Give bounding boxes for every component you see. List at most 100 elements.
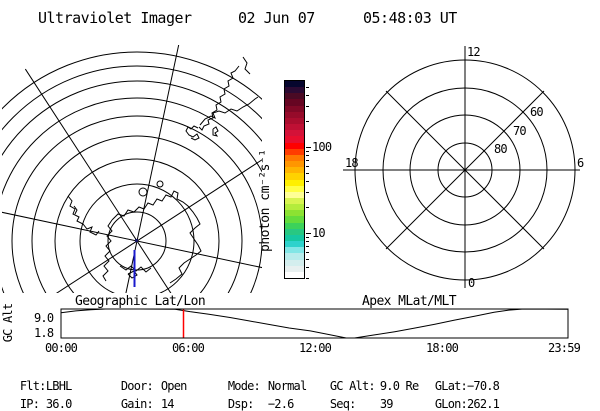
colorbar-band <box>285 124 304 131</box>
header-date: 02 Jun 07 <box>238 9 315 27</box>
geographic-polar-plot <box>2 45 262 293</box>
colorbar-minor-tick <box>306 165 309 167</box>
colorbar-minor-tick <box>306 258 309 260</box>
colorbar-band <box>285 136 304 143</box>
status-gcalt: GC Alt: 9.0 Re <box>329 379 419 393</box>
mlt-label-0: 0 <box>468 276 475 290</box>
colorbar-band <box>285 81 304 88</box>
colorbar-minor-tick <box>306 206 309 208</box>
south-america-coastline <box>185 56 259 141</box>
colorbar-minor-tick <box>306 86 309 88</box>
colorbar-band <box>285 142 304 149</box>
colorbar-minor-tick <box>306 236 309 238</box>
mlt-label-6: 6 <box>577 156 584 170</box>
colorbar-band <box>285 271 304 278</box>
status-door: Door: Open <box>120 379 187 393</box>
page-title: Ultraviolet Imager <box>38 9 192 27</box>
status-dsp: Dsp: −2.6 <box>227 397 294 411</box>
antarctica-coastline <box>102 180 202 284</box>
colorbar-band <box>285 247 304 254</box>
colorbar-minor-tick <box>306 105 309 107</box>
colorbar-minor-tick <box>306 150 309 152</box>
longitude-spokes <box>2 45 262 293</box>
colorbar-minor-tick <box>306 181 309 183</box>
status-glat: GLat:−70.8 <box>434 379 500 393</box>
geographic-caption: Geographic Lat/Lon <box>75 294 206 309</box>
colorbar-band <box>285 204 304 211</box>
header-time: 05:48:03 UT <box>363 9 457 27</box>
colorbar-band <box>285 117 304 125</box>
colorbar-band <box>285 210 304 217</box>
colorbar-band <box>285 228 304 235</box>
mlt-hour-labels: 12 18 6 0 <box>345 45 585 290</box>
colorbar-band <box>285 87 304 94</box>
xtick-0000: 00:00 <box>44 341 78 355</box>
status-mode: Mode: Normal <box>227 379 307 393</box>
colorbar-band <box>285 265 304 272</box>
pole-center-dot <box>135 239 138 242</box>
colorbar-band <box>285 222 304 229</box>
apex-caption: Apex MLat/MLT <box>362 294 457 309</box>
mlat-label-70: 70 <box>513 124 526 138</box>
gcalt-ytick-1: 1.8 <box>34 326 54 340</box>
mlt-label-12: 12 <box>467 45 480 59</box>
gcalt-ytick-9: 9.0 <box>34 311 54 325</box>
colorbar-minor-tick <box>306 172 309 174</box>
status-ip: IP: 36.0 <box>19 397 72 411</box>
status-flt: Flt:LBHL <box>19 379 72 393</box>
colorbar-band <box>285 93 304 100</box>
colorbar-minor-tick <box>306 251 309 253</box>
xtick-1800: 18:00 <box>425 341 459 355</box>
gcalt-strip-chart <box>60 308 569 339</box>
colorbar-minor-tick <box>306 95 309 97</box>
gcalt-curve <box>60 308 569 339</box>
colorbar-band <box>285 167 304 174</box>
colorbar <box>284 80 305 279</box>
colorbar-minor-tick <box>306 267 309 268</box>
colorbar-band <box>285 234 304 242</box>
status-seq: Seq: 39 <box>329 397 394 411</box>
xtick-1200: 12:00 <box>298 341 332 355</box>
colorbar-band <box>285 99 304 106</box>
antarctic-peninsula-coastline <box>67 195 100 236</box>
mlat-label-80: 80 <box>494 142 507 156</box>
colorbar-band <box>285 216 304 223</box>
colorbar-band <box>285 105 304 112</box>
colorbar-minor-tick <box>306 241 309 243</box>
colorbar-minor-tick <box>306 160 309 162</box>
status-glon: GLon:262.1 <box>434 397 500 411</box>
colorbar-band <box>285 179 304 186</box>
colorbar-band <box>285 241 304 248</box>
colorbar-minor-tick <box>306 155 309 157</box>
apex-polar-plot: 12 18 6 0 60 70 80 <box>343 45 585 290</box>
latitude-circles <box>2 51 262 293</box>
colorbar-minor-tick <box>306 277 309 279</box>
colorbar-major-tick <box>306 232 311 234</box>
colorbar-minor-tick <box>306 191 309 193</box>
mlat-label-60: 60 <box>530 105 543 119</box>
colorbar-band <box>285 111 304 118</box>
mlt-label-18: 18 <box>345 156 358 170</box>
colorbar-band <box>285 173 304 180</box>
colorbar-band <box>285 191 304 198</box>
colorbar-band <box>285 253 304 260</box>
status-gain: Gain: 14 <box>120 397 175 411</box>
colorbar-band <box>285 130 304 137</box>
colorbar-band <box>285 259 304 266</box>
xtick-0600: 06:00 <box>171 341 205 355</box>
colorbar-band <box>285 197 304 205</box>
colorbar-tick-label: 10 <box>312 225 326 240</box>
gcalt-plot-frame <box>60 308 569 339</box>
colorbar-band <box>285 161 304 168</box>
colorbar-band <box>285 148 304 155</box>
colorbar-band <box>285 154 304 162</box>
xtick-2359: 23:59 <box>547 341 581 355</box>
colorbar-major-tick <box>306 146 311 148</box>
mlt-spokes <box>343 46 580 288</box>
colorbar-minor-tick <box>306 246 309 248</box>
colorbar-unit-label: photon cm⁻²s⁻¹ <box>258 149 273 252</box>
mlat-ring-labels: 60 70 80 <box>494 105 544 156</box>
colorbar-minor-tick <box>306 121 309 122</box>
colorbar-tick-label: 100 <box>312 139 332 154</box>
colorbar-band <box>285 185 304 192</box>
